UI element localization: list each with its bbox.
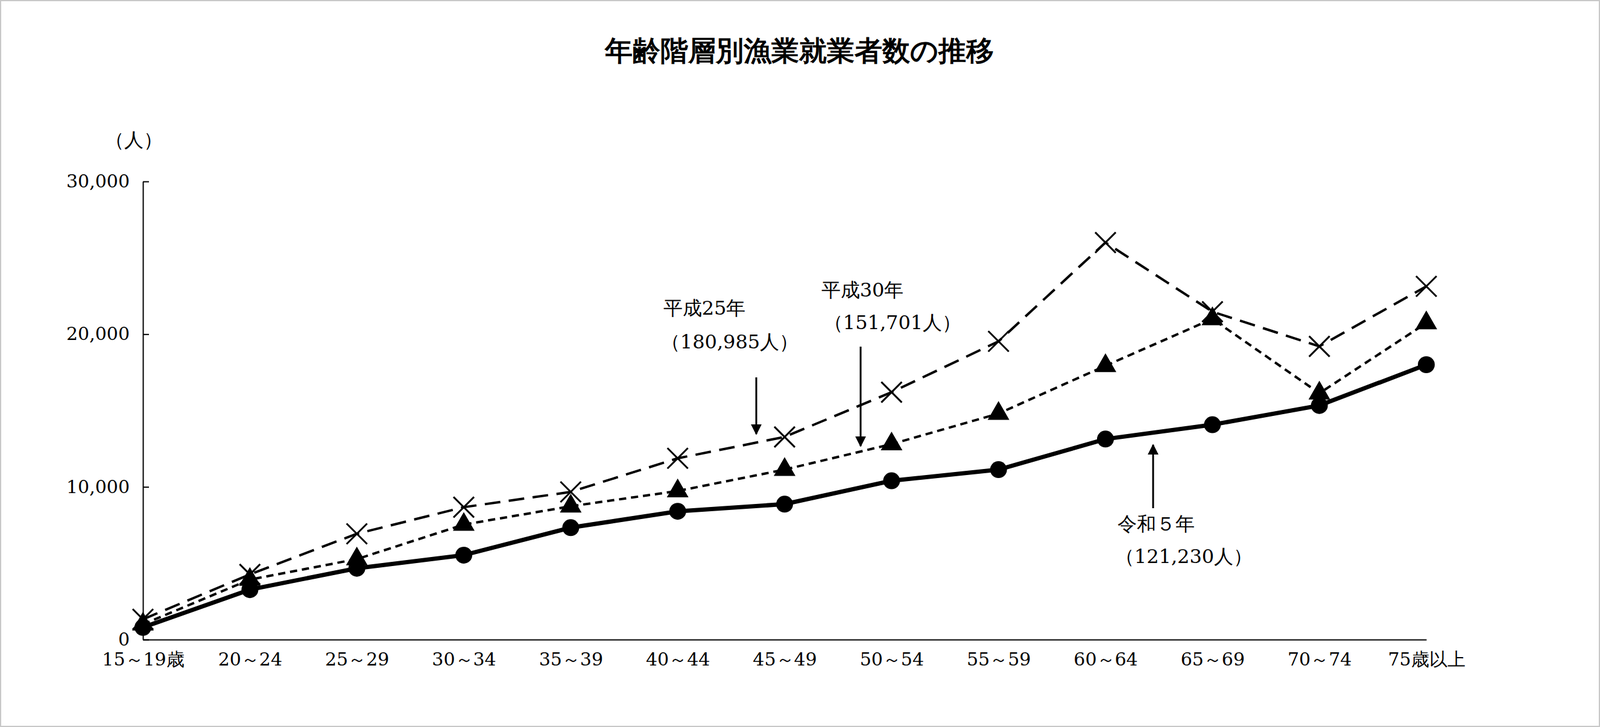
series-marker [990,461,1008,479]
series-marker [1417,356,1435,374]
series-marker [241,581,259,599]
series-marker [559,493,582,513]
annotation-arrow [755,377,758,435]
x-tick: 25～29 [325,639,389,671]
x-tick-label: 70～74 [1287,648,1352,671]
series-marker [880,431,903,451]
x-axis-line [143,639,1427,642]
series-name: 平成25年 [663,296,747,320]
series-total: （151,701人） [823,311,962,335]
series-marker [988,331,1009,352]
series-marker [1311,397,1329,415]
series-marker [134,619,152,637]
series-marker [562,519,579,537]
series-marker [987,401,1010,420]
frame [0,0,1600,727]
y-tick-label: 20,000 [66,323,130,345]
series-name: 令和５年 [1117,512,1195,536]
y-tick-mark [142,181,149,183]
title: 年齢階層別漁業就業者数の推移 [603,34,994,67]
series-marker [1203,416,1221,434]
x-tick: 30～34 [431,639,496,671]
x-tick: 40～44 [645,639,710,671]
x-tick-label: 35～39 [539,648,604,671]
series-marker [1309,336,1330,358]
x-tick-label: 65～69 [1180,648,1245,671]
y-tick-mark [142,486,149,488]
y-tick-label: 0 [118,629,130,651]
series-total: （121,230人） [1115,545,1253,569]
x-tick: 35～39 [539,639,604,671]
chart: 年齢階層別漁業就業者数の推移 （人） 0 10,000 20,000 30,000 15～1… [0,0,1600,727]
series-marker [1201,306,1224,326]
series-marker [348,560,366,578]
x-tick-label: 40～44 [645,648,710,671]
series-marker [774,426,795,448]
x-tick-label: 30～34 [431,648,496,671]
series-marker [455,547,473,564]
x-tick-label: 60～64 [1073,648,1138,671]
y-tick-label: 10,000 [66,476,130,498]
y-tick-mark [142,334,149,336]
x-tick-label: 75歳以上 [1387,648,1465,671]
y-tick: 20,000 [66,323,149,345]
series-line [142,242,1427,620]
plot-area [132,232,1438,636]
x-tick: 55～59 [966,639,1031,671]
series-marker [667,478,689,498]
series-marker [1095,232,1116,253]
y-axis-line [142,182,145,641]
x-axis: 15～19歳 20～24 25～29 30～34 35～39 40～44 45～49 50～5… [101,639,1465,671]
y-tick-label: 30,000 [66,170,130,192]
x-tick-label: 55～59 [966,648,1031,671]
y-tick: 30,000 [66,170,149,192]
series-marker [1415,310,1438,330]
annotation-arrow [1152,445,1155,509]
x-tick: 45～49 [752,639,817,671]
x-tick: 65～69 [1180,639,1245,671]
series-marker [452,512,475,531]
x-tick-label: 15～19歳 [101,648,184,671]
series-marker [776,495,794,513]
x-tick: 15～19歳 [101,639,184,671]
series-marker [1094,353,1117,373]
series-name: 平成30年 [821,278,905,302]
x-tick-label: 50～54 [860,648,924,671]
y-axis: 0 10,000 20,000 30,000 [66,170,149,651]
x-tick: 70～74 [1287,639,1352,671]
y-tick: 10,000 [66,476,149,498]
series-marker [667,448,689,469]
x-tick: 20～24 [218,639,283,671]
x-tick-label: 20～24 [218,648,283,671]
series-marker [1416,276,1437,297]
series-marker [669,502,687,520]
x-tick-label: 45～49 [752,648,817,671]
series-line [142,319,1427,625]
annotation-arrow [860,346,862,447]
x-tick-label: 25～29 [325,648,389,671]
x-tick: 75歳以上 [1387,639,1465,671]
x-tick: 60～64 [1073,639,1138,671]
x-tick: 50～54 [860,639,924,671]
series-line [142,364,1427,628]
series-marker [882,472,900,490]
series-marker [773,457,796,476]
series-total: （180,985人） [660,330,799,354]
y-axis-title: （人） [104,128,163,152]
series-marker [881,382,902,403]
series-marker [1097,430,1114,448]
series-marker [346,523,368,544]
series-marker [1308,381,1331,400]
